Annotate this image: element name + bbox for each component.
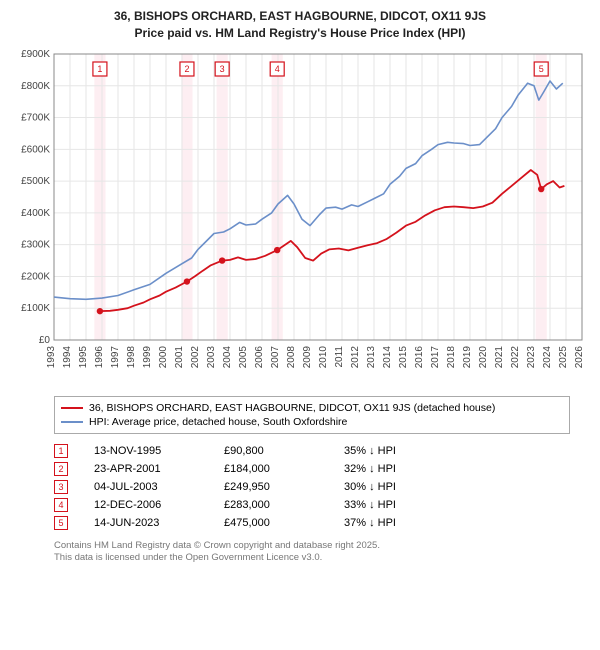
svg-text:1993: 1993 — [46, 345, 57, 368]
svg-text:2021: 2021 — [494, 345, 505, 368]
transaction-row: 4 12-DEC-2006£283,00033% ↓ HPI — [54, 496, 570, 514]
transaction-diff: 33% ↓ HPI — [344, 499, 464, 511]
svg-text:2001: 2001 — [174, 345, 185, 368]
svg-text:2025: 2025 — [558, 345, 569, 368]
transaction-marker: 3 — [54, 480, 68, 494]
transaction-price: £184,000 — [224, 463, 344, 475]
svg-text:£0: £0 — [39, 335, 51, 346]
title-line-1: 36, BISHOPS ORCHARD, EAST HAGBOURNE, DID… — [10, 8, 590, 25]
transaction-price: £283,000 — [224, 499, 344, 511]
transaction-marker: 5 — [54, 516, 68, 530]
legend-row: 36, BISHOPS ORCHARD, EAST HAGBOURNE, DID… — [61, 401, 563, 415]
svg-text:3: 3 — [220, 63, 225, 73]
svg-text:2012: 2012 — [350, 345, 361, 368]
svg-text:2003: 2003 — [206, 345, 217, 368]
svg-text:2019: 2019 — [462, 345, 473, 368]
legend-box: 36, BISHOPS ORCHARD, EAST HAGBOURNE, DID… — [54, 396, 570, 434]
legend-label: HPI: Average price, detached house, Sout… — [89, 416, 347, 428]
footer-line-2: This data is licensed under the Open Gov… — [54, 552, 570, 564]
svg-text:2004: 2004 — [222, 345, 233, 368]
transaction-date: 12-DEC-2006 — [94, 499, 224, 511]
svg-text:1995: 1995 — [78, 345, 89, 368]
svg-text:2000: 2000 — [158, 345, 169, 368]
svg-text:4: 4 — [275, 63, 280, 73]
svg-text:£800K: £800K — [21, 80, 50, 91]
svg-text:2024: 2024 — [542, 345, 553, 368]
transaction-date: 13-NOV-1995 — [94, 445, 224, 457]
svg-text:2005: 2005 — [238, 345, 249, 368]
svg-text:£500K: £500K — [21, 176, 50, 187]
svg-text:2008: 2008 — [286, 345, 297, 368]
svg-text:2009: 2009 — [302, 345, 313, 368]
svg-text:2002: 2002 — [190, 345, 201, 368]
svg-text:5: 5 — [539, 63, 544, 73]
svg-text:£200K: £200K — [21, 271, 50, 282]
transaction-marker: 4 — [54, 498, 68, 512]
legend-row: HPI: Average price, detached house, Sout… — [61, 415, 563, 429]
footer-line-1: Contains HM Land Registry data © Crown c… — [54, 540, 570, 552]
svg-text:£600K: £600K — [21, 144, 50, 155]
transaction-diff: 30% ↓ HPI — [344, 481, 464, 493]
transaction-diff: 32% ↓ HPI — [344, 463, 464, 475]
transaction-row: 2 23-APR-2001£184,00032% ↓ HPI — [54, 460, 570, 478]
transaction-date: 14-JUN-2023 — [94, 517, 224, 529]
svg-text:£300K: £300K — [21, 239, 50, 250]
transaction-date: 23-APR-2001 — [94, 463, 224, 475]
svg-text:1999: 1999 — [142, 345, 153, 368]
svg-text:1998: 1998 — [126, 345, 137, 368]
svg-text:2016: 2016 — [414, 345, 425, 368]
svg-text:2013: 2013 — [366, 345, 377, 368]
svg-text:1996: 1996 — [94, 345, 105, 368]
svg-text:1994: 1994 — [62, 345, 73, 368]
transaction-date: 04-JUL-2003 — [94, 481, 224, 493]
svg-text:£400K: £400K — [21, 207, 50, 218]
svg-text:£900K: £900K — [21, 49, 50, 60]
transaction-row: 5 14-JUN-2023£475,00037% ↓ HPI — [54, 514, 570, 532]
legend-label: 36, BISHOPS ORCHARD, EAST HAGBOURNE, DID… — [89, 402, 495, 414]
svg-text:2020: 2020 — [478, 345, 489, 368]
title-line-2: Price paid vs. HM Land Registry's House … — [10, 25, 590, 42]
transaction-row: 3 04-JUL-2003£249,95030% ↓ HPI — [54, 478, 570, 496]
plot-area: £0 £100K £200K £300K £400K £500K £600K £700K £80… — [10, 48, 590, 388]
svg-text:2023: 2023 — [526, 345, 537, 368]
svg-text:£100K: £100K — [21, 303, 50, 314]
svg-text:2011: 2011 — [334, 345, 345, 367]
svg-text:2017: 2017 — [430, 345, 441, 368]
svg-text:1: 1 — [97, 63, 102, 73]
plot-svg: £0 £100K £200K £300K £400K £500K £600K £700K £80… — [10, 48, 590, 388]
transaction-price: £90,800 — [224, 445, 344, 457]
svg-text:2015: 2015 — [398, 345, 409, 368]
svg-text:2026: 2026 — [574, 345, 585, 368]
transaction-price: £475,000 — [224, 517, 344, 529]
transaction-diff: 37% ↓ HPI — [344, 517, 464, 529]
transaction-diff: 35% ↓ HPI — [344, 445, 464, 457]
svg-text:2014: 2014 — [382, 345, 393, 368]
transaction-row: 1 13-NOV-1995£90,80035% ↓ HPI — [54, 442, 570, 460]
transaction-marker: 1 — [54, 444, 68, 458]
svg-text:1997: 1997 — [110, 345, 121, 368]
svg-text:2: 2 — [184, 63, 189, 73]
chart-container: 36, BISHOPS ORCHARD, EAST HAGBOURNE, DID… — [0, 0, 600, 570]
svg-text:2010: 2010 — [318, 345, 329, 368]
transaction-table: 1 13-NOV-1995£90,80035% ↓ HPI 2 23-APR-2001… — [54, 442, 570, 532]
svg-text:2022: 2022 — [510, 345, 521, 368]
legend-swatch — [61, 421, 83, 423]
svg-text:£700K: £700K — [21, 112, 50, 123]
svg-text:2018: 2018 — [446, 345, 457, 368]
legend-swatch — [61, 407, 83, 409]
title-block: 36, BISHOPS ORCHARD, EAST HAGBOURNE, DID… — [10, 8, 590, 42]
transaction-marker: 2 — [54, 462, 68, 476]
svg-text:2007: 2007 — [270, 345, 281, 368]
footer-attribution: Contains HM Land Registry data © Crown c… — [54, 540, 570, 565]
svg-text:2006: 2006 — [254, 345, 265, 368]
transaction-price: £249,950 — [224, 481, 344, 493]
